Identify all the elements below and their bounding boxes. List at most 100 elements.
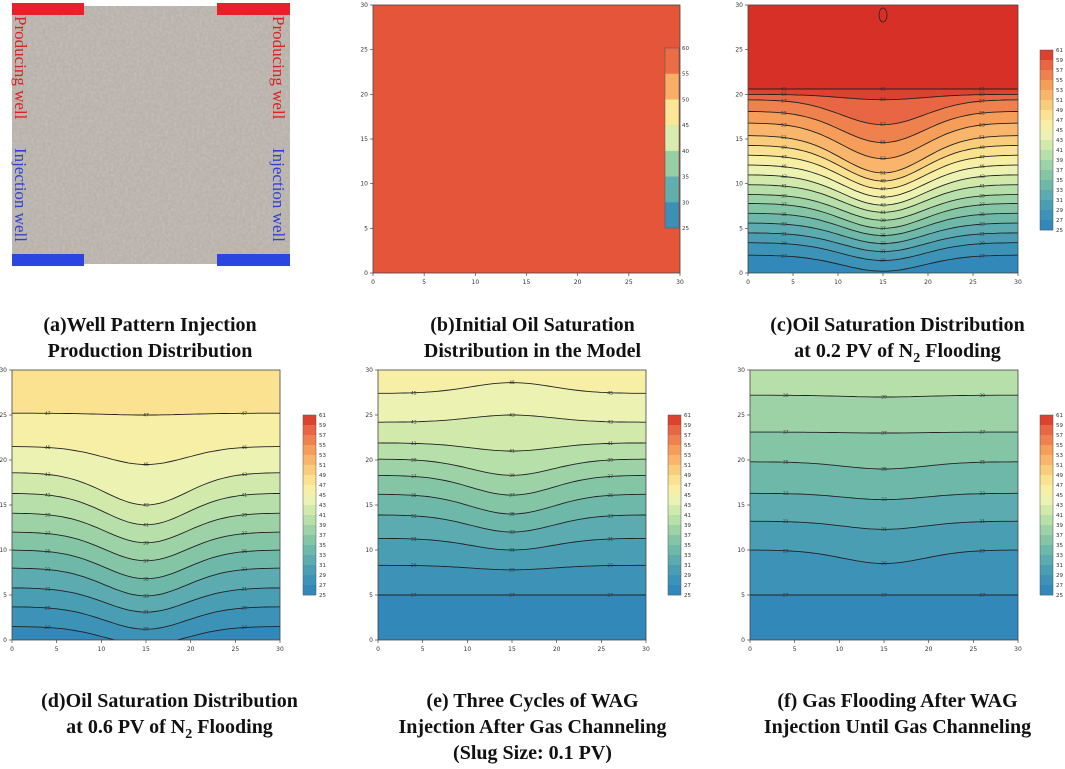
contour-line — [748, 144, 1018, 182]
colorbar-segment — [668, 425, 681, 436]
contour-label: 57 — [979, 99, 985, 105]
colorbar-segment — [668, 505, 681, 516]
contour-label: 45 — [880, 195, 886, 201]
contour-line — [750, 431, 1018, 434]
contour-line — [748, 222, 1018, 244]
colorbar-tick-label: 37 — [319, 533, 326, 539]
colorbar-tick-label: 53 — [319, 453, 326, 459]
contour-label: 41 — [143, 522, 149, 528]
contour-line — [378, 414, 646, 423]
contour-label: 45 — [143, 462, 149, 468]
colorbar-segment — [303, 535, 316, 546]
contour-label: 61 — [781, 86, 787, 92]
contour-label: 45 — [607, 390, 613, 396]
x-tick-label: 20 — [924, 279, 932, 286]
colorbar-segment — [668, 465, 681, 476]
contour-band — [378, 370, 646, 394]
colorbar-tick-label: 47 — [1056, 118, 1063, 124]
contour-line — [12, 606, 280, 630]
panel-d-saturation-0-6pv: 27 27 29 29 29 31 31 31 33 33 33 35 35 35 37 37 37 39 39 39… — [0, 365, 330, 655]
contour-label: 53 — [979, 122, 985, 128]
colorbar-tick-label: 61 — [684, 413, 691, 419]
contour-label: 27 — [979, 593, 985, 599]
contour-line — [748, 212, 1018, 236]
colorbar-tick-label: 55 — [1056, 443, 1063, 449]
x-tick-label: 0 — [376, 646, 380, 653]
y-tick-label: 20 — [365, 457, 373, 464]
contour-label: 29 — [607, 563, 613, 569]
contour-label: 39 — [783, 393, 789, 399]
colorbar-tick-label: 41 — [684, 513, 691, 519]
colorbar-tick-label: 49 — [1056, 473, 1063, 479]
colorbar-frame — [1039, 414, 1054, 596]
colorbar-tick-label: 29 — [1056, 573, 1063, 579]
y-tick-label: 25 — [0, 412, 7, 419]
contour-label: 27 — [411, 593, 417, 599]
x-tick-label: 15 — [523, 279, 531, 286]
y-tick-label: 25 — [737, 412, 745, 419]
contour-label: 37 — [241, 531, 247, 537]
contour-label: 45 — [411, 390, 417, 396]
contour-line — [748, 111, 1018, 144]
colorbar-tick-label: 49 — [684, 473, 691, 479]
caption-e-line1: (e) Three Cycles of WAG — [426, 690, 639, 712]
x-tick-label: 10 — [834, 279, 842, 286]
contour-line — [748, 154, 1018, 190]
x-tick-label: 25 — [969, 279, 977, 286]
x-tick-label: 0 — [746, 279, 750, 286]
contour-label: 35 — [881, 467, 887, 473]
colorbar-tick-label: 57 — [319, 433, 326, 439]
contour-line — [378, 474, 646, 496]
colorbar-tick-label: 41 — [319, 513, 326, 519]
contour-label: 37 — [781, 202, 787, 208]
colorbar-tick-label: 31 — [684, 563, 691, 569]
contour-label: 27 — [509, 593, 515, 599]
contour-line — [748, 184, 1018, 213]
caption-a: (a)Well Pattern Injection Production Dis… — [0, 312, 300, 364]
contour-line — [750, 394, 1018, 398]
colorbar-segment — [1040, 525, 1053, 536]
colorbar-tick-label: 55 — [1056, 78, 1063, 84]
y-tick-label: 10 — [365, 547, 373, 554]
contour-line — [12, 493, 280, 526]
colorbar-tick-label: 51 — [1056, 463, 1063, 469]
contour-label: 35 — [979, 212, 985, 218]
colorbar-tick-label: 45 — [682, 123, 689, 129]
colorbar: 61 59 57 55 53 51 49 47 45 43 41 39 37 35 33 31 29 27 25 — [1039, 413, 1063, 599]
y-tick-label: 15 — [360, 136, 368, 143]
colorbar-tick-label: 60 — [682, 46, 689, 52]
colorbar-frame — [302, 414, 317, 596]
contour-label: 47 — [241, 411, 247, 417]
contour-label: 37 — [880, 226, 886, 232]
colorbar-segment — [303, 465, 316, 476]
contour-line — [12, 412, 280, 416]
colorbar-tick-label: 39 — [319, 523, 326, 529]
colorbar-segment — [1040, 110, 1053, 121]
contour-label: 35 — [143, 576, 149, 582]
colorbar-segment — [1040, 465, 1053, 476]
contour-line — [12, 472, 280, 506]
contour-label: 37 — [45, 531, 51, 537]
contour-lines: 27 27 27 29 29 29 31 31 31 33 33 33 35 35 35 37 37 37 39 39… — [750, 393, 1018, 599]
panel-f-svg: 27 27 27 29 29 29 31 31 31 33 33 33 35 35 35 37 37 37 39 39… — [737, 367, 1063, 653]
colorbar-tick-label: 45 — [1056, 493, 1063, 499]
colorbar-segment — [1040, 150, 1053, 161]
contour-band — [750, 370, 1018, 397]
colorbar-tick-label: 43 — [684, 503, 691, 509]
colorbar-tick-label: 49 — [1056, 108, 1063, 114]
colorbar-segment — [665, 48, 679, 75]
contour-label: 41 — [45, 493, 51, 499]
colorbar-segment — [1040, 50, 1053, 61]
contour-label: 47 — [979, 155, 985, 161]
colorbar-segment — [1040, 140, 1053, 151]
colorbar-tick-label: 55 — [319, 443, 326, 449]
contour-label: 39 — [881, 395, 887, 401]
contour-label: 47 — [143, 413, 149, 419]
contour-label: 31 — [509, 548, 515, 554]
y-tick-label: 10 — [737, 547, 745, 554]
colorbar-segment — [1040, 100, 1053, 111]
contour-label: 59 — [781, 92, 787, 98]
contour-label: 29 — [411, 563, 417, 569]
contour-label: 27 — [241, 625, 247, 631]
contour-label: 53 — [781, 122, 787, 128]
